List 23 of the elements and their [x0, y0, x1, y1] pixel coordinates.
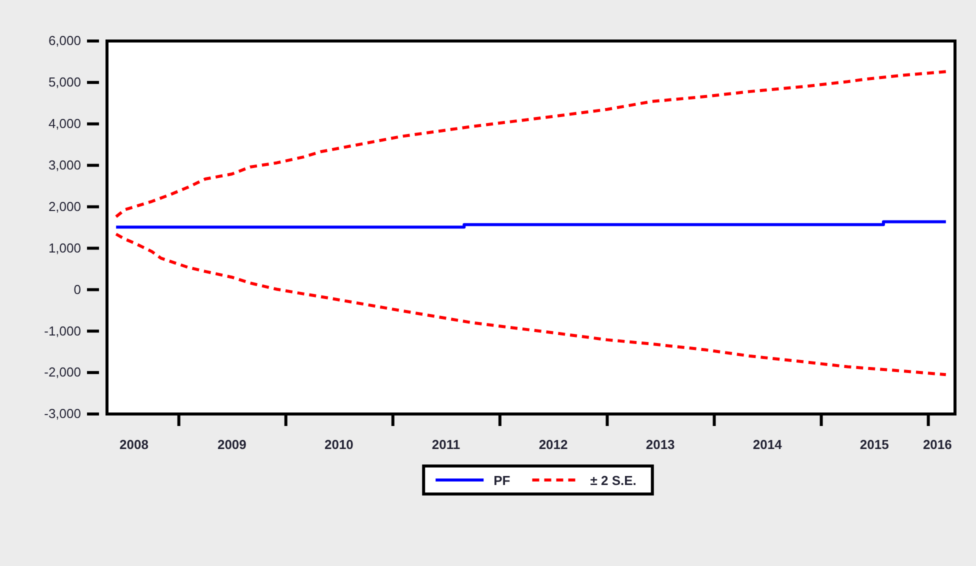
- x-tick-label: 2015: [860, 437, 889, 452]
- x-tick-label: 2014: [752, 437, 783, 452]
- x-tick-label: 2012: [538, 437, 568, 452]
- y-tick-label: 6,000: [48, 33, 81, 48]
- y-tick-label: 2,000: [48, 198, 81, 214]
- y-tick-label: 0: [74, 282, 81, 297]
- y-tick-label: 3,000: [48, 157, 81, 172]
- legend-label: PF: [494, 473, 510, 488]
- x-tick-label: 2009: [217, 437, 246, 452]
- x-tick-label: 2011: [432, 437, 460, 452]
- y-tick-label: -3,000: [44, 406, 81, 422]
- x-tick-label: 2008: [120, 437, 148, 452]
- y-tick-label: -1,000: [44, 323, 81, 338]
- x-tick-label: 2010: [324, 437, 354, 452]
- y-tick-label: 4,000: [48, 116, 81, 132]
- x-tick-label: 2016: [922, 437, 952, 452]
- line-series: [114, 232, 948, 376]
- y-tick-label: 5,000: [48, 74, 81, 90]
- legend-label: ± 2 S.E.: [590, 473, 636, 488]
- x-tick-label: 2013: [646, 437, 675, 452]
- y-tick-label: -2,000: [44, 364, 81, 380]
- y-tick-label: 1,000: [48, 240, 81, 256]
- line-series: [114, 70, 948, 218]
